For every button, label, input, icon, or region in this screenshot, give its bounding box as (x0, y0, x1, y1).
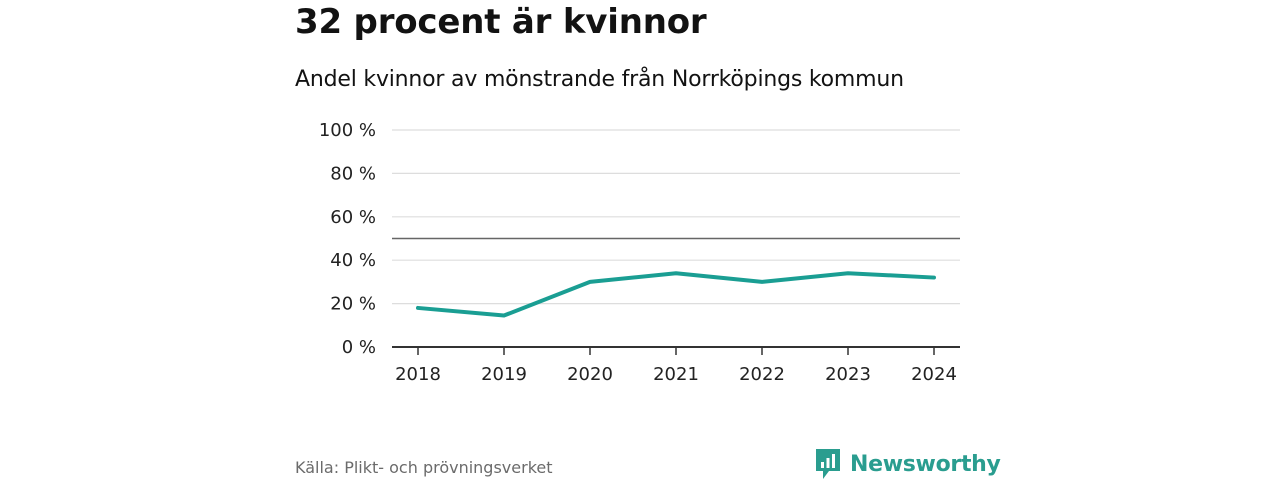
y-tick-label: 100 % (319, 120, 376, 141)
newsworthy-logo-icon (814, 447, 842, 481)
y-tick-label: 60 % (330, 207, 376, 228)
x-tick-label: 2020 (567, 364, 613, 385)
x-tick-label: 2024 (911, 364, 957, 385)
y-tick-label: 40 % (330, 250, 376, 271)
x-tick-label: 2019 (481, 364, 527, 385)
x-tick-label: 2023 (825, 364, 871, 385)
brand-name: Newsworthy (850, 452, 1001, 477)
x-tick-label: 2022 (739, 364, 785, 385)
y-tick-label: 20 % (330, 294, 376, 315)
x-tick-label: 2018 (395, 364, 441, 385)
y-tick-label: 0 % (342, 337, 376, 358)
series-line (418, 273, 934, 315)
source-note: Källa: Plikt- och prövningsverket (295, 458, 553, 477)
grid-lines (392, 130, 960, 304)
series-layer (418, 273, 934, 316)
y-tick-label: 80 % (330, 163, 376, 184)
x-axis-labels: 2018 2019 2020 2021 2022 2023 2024 (395, 364, 957, 385)
y-axis-labels: 0 % 20 % 40 % 60 % 80 % 100 % (319, 120, 376, 358)
x-tick-label: 2021 (653, 364, 699, 385)
x-axis (392, 347, 960, 355)
newsworthy-logo: Newsworthy (814, 447, 1001, 481)
